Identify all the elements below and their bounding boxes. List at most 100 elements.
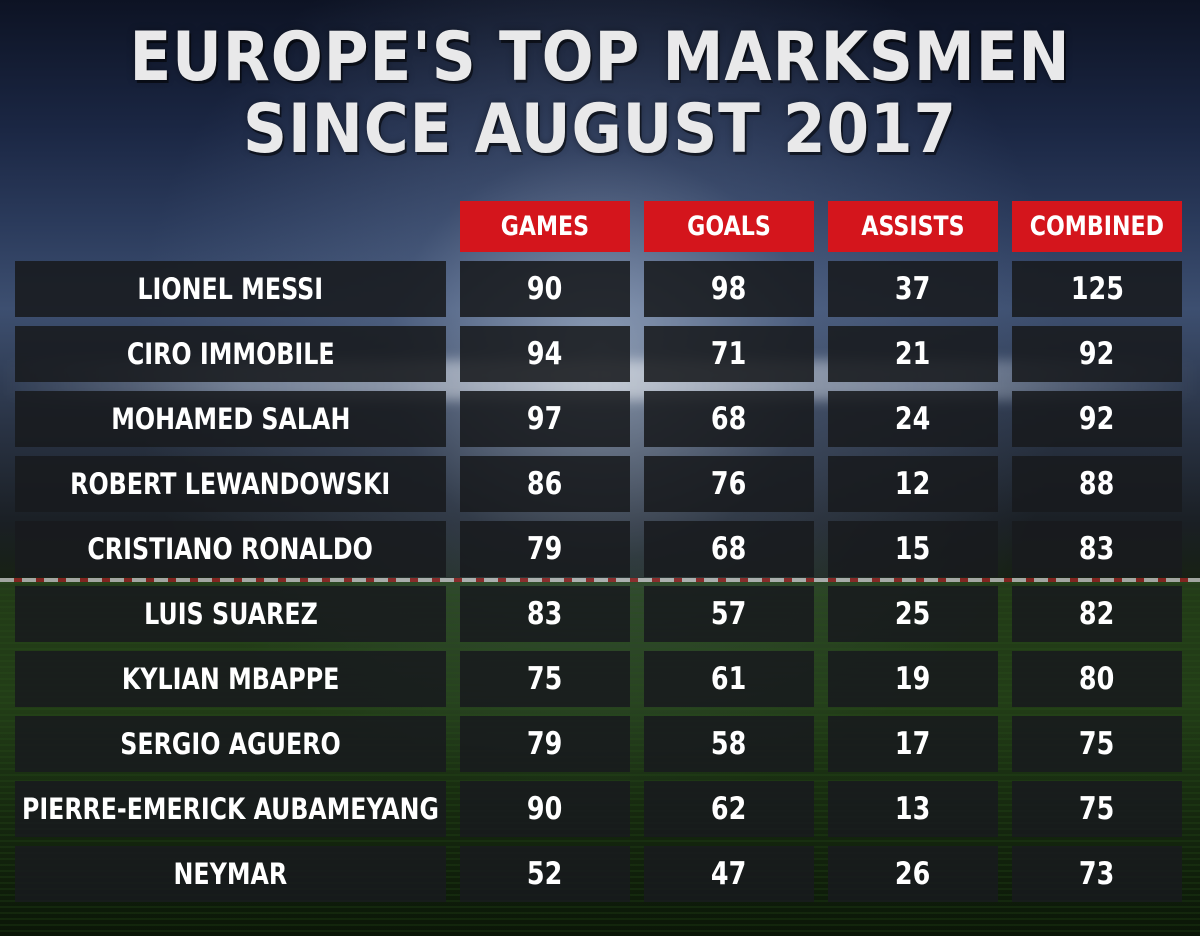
games-value-cell: 79 [460, 521, 630, 577]
goals-value: 62 [711, 791, 747, 827]
table-row: NEYMAR 52 47 26 73 [15, 846, 1183, 902]
games-value-cell: 75 [460, 651, 630, 707]
header-goals: GOALS [644, 201, 814, 252]
player-name: SERGIO AGUERO [120, 727, 341, 761]
combined-value-cell: 83 [1012, 521, 1182, 577]
player-name: ROBERT LEWANDOWSKI [70, 467, 391, 501]
goals-value-cell: 68 [644, 391, 814, 447]
goals-value-cell: 76 [644, 456, 814, 512]
combined-value: 82 [1079, 596, 1115, 632]
games-value: 83 [527, 596, 563, 632]
table-row: LUIS SUAREZ 83 57 25 82 [15, 586, 1183, 642]
header-goals-label: GOALS [687, 211, 771, 242]
goals-value: 58 [711, 726, 747, 762]
goals-value: 98 [711, 271, 747, 307]
goals-value: 71 [711, 336, 747, 372]
assists-value: 19 [895, 661, 931, 697]
pitch-advertising-boards [0, 578, 1200, 582]
player-name-cell: CRISTIANO RONALDO [15, 521, 446, 577]
goals-value: 68 [711, 401, 747, 437]
table-row: MOHAMED SALAH 97 68 24 92 [15, 391, 1183, 447]
goals-value-cell: 68 [644, 521, 814, 577]
assists-value: 17 [895, 726, 931, 762]
player-name: KYLIAN MBAPPE [121, 662, 340, 696]
player-name: MOHAMED SALAH [110, 402, 351, 436]
header-games-label: GAMES [500, 211, 590, 242]
assists-value-cell: 21 [828, 326, 998, 382]
table-row: CIRO IMMOBILE 94 71 21 92 [15, 326, 1183, 382]
goals-value-cell: 47 [644, 846, 814, 902]
combined-value: 88 [1079, 466, 1115, 502]
combined-value: 92 [1079, 336, 1115, 372]
table-header-row: GAMES GOALS ASSISTS COMBINED [15, 201, 1183, 252]
combined-value-cell: 88 [1012, 456, 1182, 512]
combined-value-cell: 125 [1012, 261, 1182, 317]
goals-value-cell: 71 [644, 326, 814, 382]
stats-table: GAMES GOALS ASSISTS COMBINED LIONEL MESS… [15, 201, 1183, 911]
assists-value-cell: 13 [828, 781, 998, 837]
table-row: LIONEL MESSI 90 98 37 125 [15, 261, 1183, 317]
player-name-cell: PIERRE-EMERICK AUBAMEYANG [15, 781, 446, 837]
goals-value-cell: 98 [644, 261, 814, 317]
combined-value-cell: 80 [1012, 651, 1182, 707]
player-name: NEYMAR [173, 857, 288, 891]
table-row: ROBERT LEWANDOWSKI 86 76 12 88 [15, 456, 1183, 512]
header-assists: ASSISTS [828, 201, 998, 252]
combined-value-cell: 73 [1012, 846, 1182, 902]
goals-value: 68 [711, 531, 747, 567]
games-value-cell: 52 [460, 846, 630, 902]
combined-value-cell: 75 [1012, 716, 1182, 772]
player-name-cell: LIONEL MESSI [15, 261, 446, 317]
assists-value-cell: 17 [828, 716, 998, 772]
page-title: EUROPE'S TOP MARKSMEN SINCE AUGUST 2017 [60, 22, 1140, 166]
games-value: 75 [527, 661, 563, 697]
player-name: PIERRE-EMERICK AUBAMEYANG [22, 792, 439, 826]
games-value-cell: 94 [460, 326, 630, 382]
table-body: LIONEL MESSI 90 98 37 125 CIRO IMMOBILE 94 71 21… [15, 261, 1183, 902]
games-value-cell: 90 [460, 261, 630, 317]
games-value-cell: 90 [460, 781, 630, 837]
games-value-cell: 79 [460, 716, 630, 772]
assists-value-cell: 12 [828, 456, 998, 512]
games-value-cell: 97 [460, 391, 630, 447]
assists-value: 21 [895, 336, 931, 372]
goals-value: 61 [711, 661, 747, 697]
player-name-cell: NEYMAR [15, 846, 446, 902]
assists-value-cell: 26 [828, 846, 998, 902]
combined-value-cell: 75 [1012, 781, 1182, 837]
title-line-2: SINCE AUGUST 2017 [243, 90, 957, 169]
goals-value-cell: 62 [644, 781, 814, 837]
games-value: 90 [527, 791, 563, 827]
player-name-cell: LUIS SUAREZ [15, 586, 446, 642]
combined-value: 92 [1079, 401, 1115, 437]
player-name: CIRO IMMOBILE [126, 337, 335, 371]
combined-value-cell: 92 [1012, 391, 1182, 447]
combined-value: 75 [1079, 791, 1115, 827]
assists-value: 37 [895, 271, 931, 307]
assists-value-cell: 19 [828, 651, 998, 707]
assists-value-cell: 24 [828, 391, 998, 447]
player-name-cell: CIRO IMMOBILE [15, 326, 446, 382]
games-value: 97 [527, 401, 563, 437]
goals-value-cell: 61 [644, 651, 814, 707]
table-row: SERGIO AGUERO 79 58 17 75 [15, 716, 1183, 772]
goals-value: 76 [711, 466, 747, 502]
combined-value: 80 [1079, 661, 1115, 697]
combined-value-cell: 82 [1012, 586, 1182, 642]
assists-value: 13 [895, 791, 931, 827]
games-value: 79 [527, 531, 563, 567]
assists-value: 24 [895, 401, 931, 437]
combined-value: 83 [1079, 531, 1115, 567]
games-value-cell: 83 [460, 586, 630, 642]
player-name: LIONEL MESSI [137, 272, 324, 306]
games-value: 52 [527, 856, 563, 892]
title-line-1: EUROPE'S TOP MARKSMEN [129, 18, 1071, 97]
combined-value: 73 [1079, 856, 1115, 892]
games-value: 79 [527, 726, 563, 762]
combined-value: 125 [1070, 271, 1124, 307]
player-name-cell: SERGIO AGUERO [15, 716, 446, 772]
goals-value: 57 [711, 596, 747, 632]
games-value: 86 [527, 466, 563, 502]
table-row: CRISTIANO RONALDO 79 68 15 83 [15, 521, 1183, 577]
header-name-spacer [15, 201, 446, 252]
